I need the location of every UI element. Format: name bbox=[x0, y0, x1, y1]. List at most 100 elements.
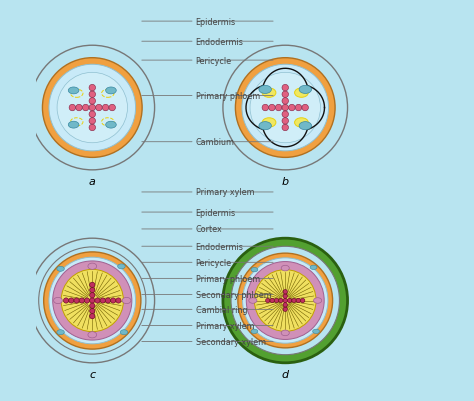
Circle shape bbox=[90, 304, 95, 309]
Ellipse shape bbox=[259, 122, 272, 130]
Circle shape bbox=[302, 105, 309, 111]
Circle shape bbox=[61, 270, 123, 332]
Circle shape bbox=[90, 298, 95, 304]
Circle shape bbox=[292, 299, 296, 303]
Circle shape bbox=[282, 98, 289, 105]
Text: d: d bbox=[282, 369, 289, 379]
Circle shape bbox=[223, 46, 347, 170]
Circle shape bbox=[100, 298, 105, 304]
Circle shape bbox=[283, 303, 287, 307]
Text: Endodermis: Endodermis bbox=[196, 38, 244, 47]
Circle shape bbox=[39, 247, 146, 354]
Ellipse shape bbox=[251, 268, 258, 272]
Text: Endodermis: Endodermis bbox=[196, 242, 244, 251]
Ellipse shape bbox=[68, 122, 79, 129]
Ellipse shape bbox=[262, 118, 276, 128]
Ellipse shape bbox=[299, 122, 311, 130]
Ellipse shape bbox=[106, 88, 116, 95]
Ellipse shape bbox=[310, 265, 317, 270]
Circle shape bbox=[287, 299, 292, 303]
Text: Cambial ring: Cambial ring bbox=[196, 305, 247, 314]
Circle shape bbox=[301, 299, 305, 303]
Ellipse shape bbox=[118, 264, 125, 269]
Circle shape bbox=[110, 298, 116, 304]
Ellipse shape bbox=[294, 89, 308, 98]
Ellipse shape bbox=[299, 86, 311, 94]
Circle shape bbox=[246, 262, 324, 340]
Circle shape bbox=[30, 239, 155, 363]
Circle shape bbox=[44, 252, 141, 349]
Circle shape bbox=[84, 298, 90, 304]
Ellipse shape bbox=[57, 267, 64, 271]
Circle shape bbox=[76, 105, 82, 111]
Circle shape bbox=[90, 288, 95, 293]
Circle shape bbox=[282, 118, 289, 125]
Ellipse shape bbox=[88, 332, 97, 338]
Text: Pericycle: Pericycle bbox=[196, 57, 232, 65]
Text: Epidermis: Epidermis bbox=[196, 18, 236, 26]
Circle shape bbox=[89, 98, 96, 105]
Circle shape bbox=[283, 307, 287, 312]
Circle shape bbox=[242, 65, 328, 152]
Circle shape bbox=[49, 65, 136, 152]
Text: Epidermis: Epidermis bbox=[196, 208, 236, 217]
Circle shape bbox=[69, 105, 75, 111]
Ellipse shape bbox=[249, 298, 257, 304]
Circle shape bbox=[282, 105, 289, 111]
Circle shape bbox=[282, 92, 289, 98]
Circle shape bbox=[90, 309, 95, 314]
Circle shape bbox=[296, 299, 301, 303]
Circle shape bbox=[243, 258, 328, 343]
Circle shape bbox=[105, 298, 110, 304]
Ellipse shape bbox=[106, 122, 116, 129]
Circle shape bbox=[295, 105, 302, 111]
Text: Cortex: Cortex bbox=[196, 225, 222, 234]
Circle shape bbox=[89, 92, 96, 98]
Ellipse shape bbox=[259, 86, 272, 94]
Circle shape bbox=[270, 299, 274, 303]
Circle shape bbox=[90, 282, 95, 288]
Circle shape bbox=[102, 105, 109, 111]
Circle shape bbox=[223, 239, 347, 363]
Circle shape bbox=[262, 105, 269, 111]
Text: Secondary xylem: Secondary xylem bbox=[196, 337, 266, 346]
Circle shape bbox=[269, 105, 275, 111]
Circle shape bbox=[82, 105, 89, 111]
Text: Secondary phloem: Secondary phloem bbox=[196, 290, 271, 299]
Text: Primary xylem: Primary xylem bbox=[196, 321, 254, 330]
Circle shape bbox=[236, 59, 335, 158]
Circle shape bbox=[30, 46, 155, 170]
Text: Pericycle: Pericycle bbox=[196, 258, 232, 267]
Circle shape bbox=[265, 299, 270, 303]
Circle shape bbox=[96, 105, 102, 111]
Ellipse shape bbox=[68, 88, 79, 95]
Text: b: b bbox=[282, 176, 289, 186]
Circle shape bbox=[43, 59, 142, 158]
Ellipse shape bbox=[314, 298, 322, 304]
Circle shape bbox=[90, 293, 95, 298]
Circle shape bbox=[89, 111, 96, 118]
Circle shape bbox=[89, 118, 96, 125]
Circle shape bbox=[49, 257, 136, 344]
Ellipse shape bbox=[251, 329, 258, 334]
Text: Primary phloem: Primary phloem bbox=[196, 274, 260, 283]
Text: Primary xylem: Primary xylem bbox=[196, 188, 254, 197]
Ellipse shape bbox=[88, 263, 97, 270]
Circle shape bbox=[109, 105, 116, 111]
Circle shape bbox=[64, 298, 69, 304]
Circle shape bbox=[255, 270, 316, 332]
Circle shape bbox=[95, 298, 100, 304]
Circle shape bbox=[283, 299, 287, 303]
Circle shape bbox=[57, 73, 128, 144]
Circle shape bbox=[250, 73, 320, 144]
Circle shape bbox=[116, 298, 121, 304]
Circle shape bbox=[282, 111, 289, 118]
Circle shape bbox=[283, 294, 287, 299]
Circle shape bbox=[279, 299, 283, 303]
Ellipse shape bbox=[313, 329, 319, 334]
Circle shape bbox=[282, 85, 289, 91]
Circle shape bbox=[289, 105, 295, 111]
Ellipse shape bbox=[262, 89, 276, 98]
Circle shape bbox=[283, 290, 287, 294]
Text: a: a bbox=[89, 176, 96, 186]
